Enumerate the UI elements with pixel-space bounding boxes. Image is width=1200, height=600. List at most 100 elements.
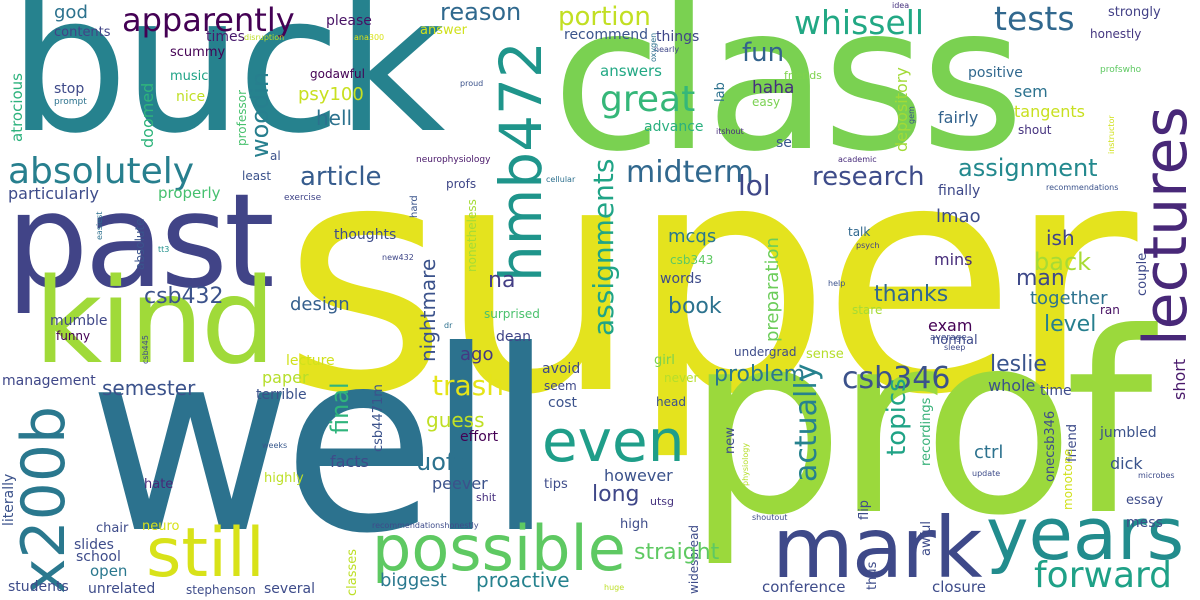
word: research [812, 162, 925, 192]
word: article [300, 162, 382, 192]
word: thanks [874, 282, 949, 307]
word: words [660, 271, 702, 287]
word: unrelated [88, 581, 156, 597]
word: nearly [654, 45, 680, 54]
word: mcqs [668, 226, 717, 247]
word: actually [789, 363, 824, 482]
word: avoid [542, 361, 581, 377]
word: prompt [54, 97, 87, 107]
word: dean [496, 329, 531, 345]
word: please [326, 13, 372, 29]
word: weeks [262, 441, 288, 450]
word: whissell [794, 3, 925, 42]
word: honestly [1090, 27, 1142, 41]
word: nonetheless [465, 199, 479, 272]
word: super [282, 94, 1137, 464]
word: tips [544, 477, 568, 492]
word: time [1040, 383, 1072, 399]
word: stare [852, 303, 883, 317]
word: even [542, 407, 685, 475]
word: shout [1018, 123, 1052, 137]
word: sem [1014, 82, 1048, 101]
word: recommend [564, 27, 648, 43]
word: forward [1034, 555, 1173, 596]
word: together [1030, 288, 1108, 309]
word: ana300 [354, 33, 385, 42]
word: ctrl [974, 442, 1004, 463]
word: utsg [650, 495, 674, 508]
word: however [604, 466, 673, 485]
word: answer [420, 23, 467, 38]
word: god [54, 2, 88, 23]
word: couple [1135, 252, 1150, 296]
word: peever [432, 474, 488, 493]
word: neurophysiology [416, 155, 491, 165]
word: apparently [122, 1, 295, 39]
word: preparation [762, 237, 783, 342]
word: dr [444, 321, 453, 330]
word: open [90, 562, 128, 580]
word: jumbled [1100, 425, 1157, 441]
word: recommendations [1046, 183, 1119, 192]
word: class [552, 0, 1024, 196]
word: average [930, 333, 967, 343]
word: thus [865, 561, 880, 590]
word: head [656, 395, 686, 409]
word: x200b [9, 405, 79, 594]
word: closure [932, 578, 986, 596]
word: management [2, 373, 96, 389]
word: flip [857, 499, 872, 520]
word: least [242, 169, 272, 183]
word: classes [345, 548, 360, 596]
word: properly [158, 184, 221, 202]
word: csb445 [141, 335, 150, 364]
word: ago [460, 344, 494, 365]
word: particularly [8, 184, 99, 203]
word: girl [654, 353, 675, 368]
word: semester [102, 376, 196, 400]
word: proactive [476, 568, 570, 592]
word: scummy [170, 45, 226, 60]
word: possible [372, 512, 626, 585]
word: hard [409, 195, 420, 218]
word: slides [74, 537, 114, 553]
word: straight [634, 540, 720, 565]
word: hell [316, 106, 353, 130]
word: prof [686, 279, 1153, 570]
word: still [146, 514, 265, 593]
word: things [656, 29, 700, 45]
word: years [986, 492, 1185, 576]
word: fun [742, 38, 785, 68]
word: talk [848, 225, 871, 239]
word: se [776, 135, 792, 151]
word: high [620, 517, 649, 532]
word: portion [558, 2, 651, 32]
word: undergrad [734, 345, 797, 359]
word: surprised [484, 307, 540, 321]
word: huge [604, 583, 625, 592]
word: fairly [938, 108, 979, 127]
word: short [1170, 358, 1189, 400]
word: conference [762, 578, 846, 596]
word: long [592, 482, 640, 507]
word: psych [856, 241, 880, 250]
word: ran [1100, 303, 1120, 317]
word: positive [968, 65, 1023, 81]
word: never [664, 371, 699, 385]
word: paper [262, 368, 309, 387]
word: physiology [741, 442, 750, 486]
word: facts [330, 452, 369, 471]
word: trash [432, 369, 504, 402]
word: na [488, 268, 516, 293]
word: shit [476, 491, 497, 504]
word: dick [1110, 454, 1143, 473]
word: assignments [587, 158, 620, 336]
word: recordings [919, 397, 934, 466]
word: hate [144, 477, 174, 492]
word: school [76, 549, 121, 565]
word: problem [714, 362, 806, 387]
word: friends [784, 69, 822, 82]
word: proud [460, 79, 484, 88]
word: monotone [1061, 448, 1075, 510]
